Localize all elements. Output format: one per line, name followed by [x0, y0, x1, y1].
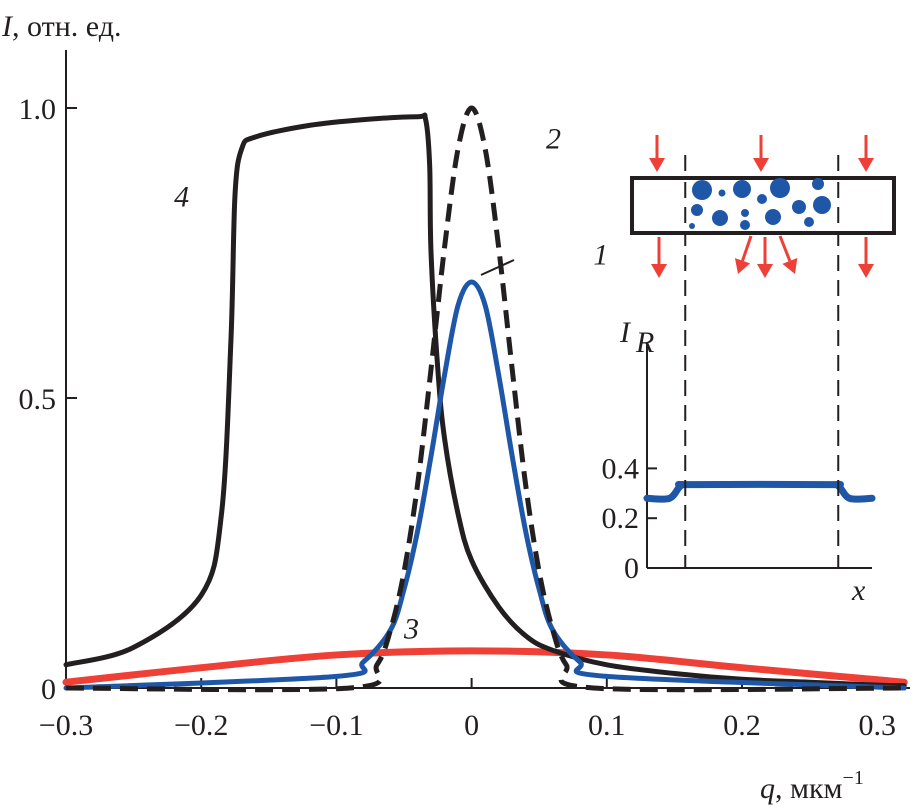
series-3-line	[62, 647, 908, 686]
light-arrow	[757, 237, 773, 278]
light-arrow	[734, 235, 753, 274]
arrow-head	[649, 158, 665, 172]
particle	[813, 196, 831, 214]
arrow-head	[734, 258, 751, 274]
particle	[740, 220, 750, 230]
x-tick-label: 0	[464, 709, 479, 742]
arrow-head	[757, 264, 773, 278]
y-tick-label: 0.5	[19, 383, 57, 416]
curve-1-leader-line	[480, 259, 515, 276]
x-tick-label: 0.3	[858, 709, 896, 742]
light-arrow	[651, 237, 667, 278]
particle	[712, 210, 728, 226]
particle	[692, 180, 712, 200]
inset-y-tick-label: 0.4	[602, 452, 640, 485]
annotation-layer: 1 2 3 4	[174, 123, 608, 646]
light-arrow	[649, 135, 665, 172]
x-axis-label: q, мкм−1	[760, 767, 864, 805]
arrow-head	[651, 264, 667, 278]
arrow-head	[858, 264, 874, 278]
arrow-head	[782, 258, 798, 274]
inset-y-label-subscript: R	[635, 326, 654, 359]
particle	[792, 200, 806, 214]
x-tick-label: 0.2	[723, 709, 761, 742]
particle	[733, 180, 751, 198]
series-layer	[62, 105, 908, 693]
series-2-line	[65, 105, 905, 693]
main-axes: −0.3 −0.2 −0.1 0 0.1 0.2 0.3 0 0.5 1.0	[19, 50, 910, 742]
inset-y-tick-label: 0	[624, 552, 639, 585]
series-4-line	[63, 112, 907, 689]
x-tick-label: 0.1	[588, 709, 626, 742]
curve-label-2: 2	[546, 123, 561, 156]
arrow-head	[858, 158, 874, 172]
y-tick-label: 0	[41, 673, 56, 706]
particle	[691, 204, 703, 216]
x-tick-label: −0.2	[174, 709, 228, 742]
series-1-line	[63, 279, 907, 691]
particle	[765, 209, 781, 225]
particle	[757, 194, 767, 204]
curve-label-1: 1	[593, 239, 608, 272]
particle	[770, 178, 790, 198]
y-tick-label: 1.0	[19, 93, 57, 126]
x-tick-label: −0.3	[39, 709, 93, 742]
particle	[804, 217, 814, 227]
arrow-shaft	[778, 235, 792, 262]
inset-y-tick-label: 0.2	[602, 502, 640, 535]
x-tick-label: −0.1	[309, 709, 363, 742]
inset-diagram: 0 0.2 0.4 I Rx	[602, 135, 896, 607]
inset-reflectance-profile	[643, 480, 876, 503]
light-arrow	[858, 135, 874, 172]
y-axis-label: I, отн. ед.	[1, 10, 121, 43]
light-arrow	[753, 135, 769, 172]
sample-slab	[630, 176, 896, 235]
inset-y-label: I	[619, 316, 632, 349]
inset-x-label: x	[851, 574, 866, 607]
particle	[718, 189, 726, 197]
arrow-head	[753, 158, 769, 172]
particle	[812, 178, 824, 190]
particle	[741, 209, 749, 217]
curve-label-4: 4	[174, 181, 189, 214]
arrow-shaft	[741, 235, 753, 262]
light-arrow	[858, 237, 874, 278]
particle	[689, 223, 695, 229]
curve-label-3: 3	[403, 613, 419, 646]
light-arrow	[778, 235, 798, 274]
